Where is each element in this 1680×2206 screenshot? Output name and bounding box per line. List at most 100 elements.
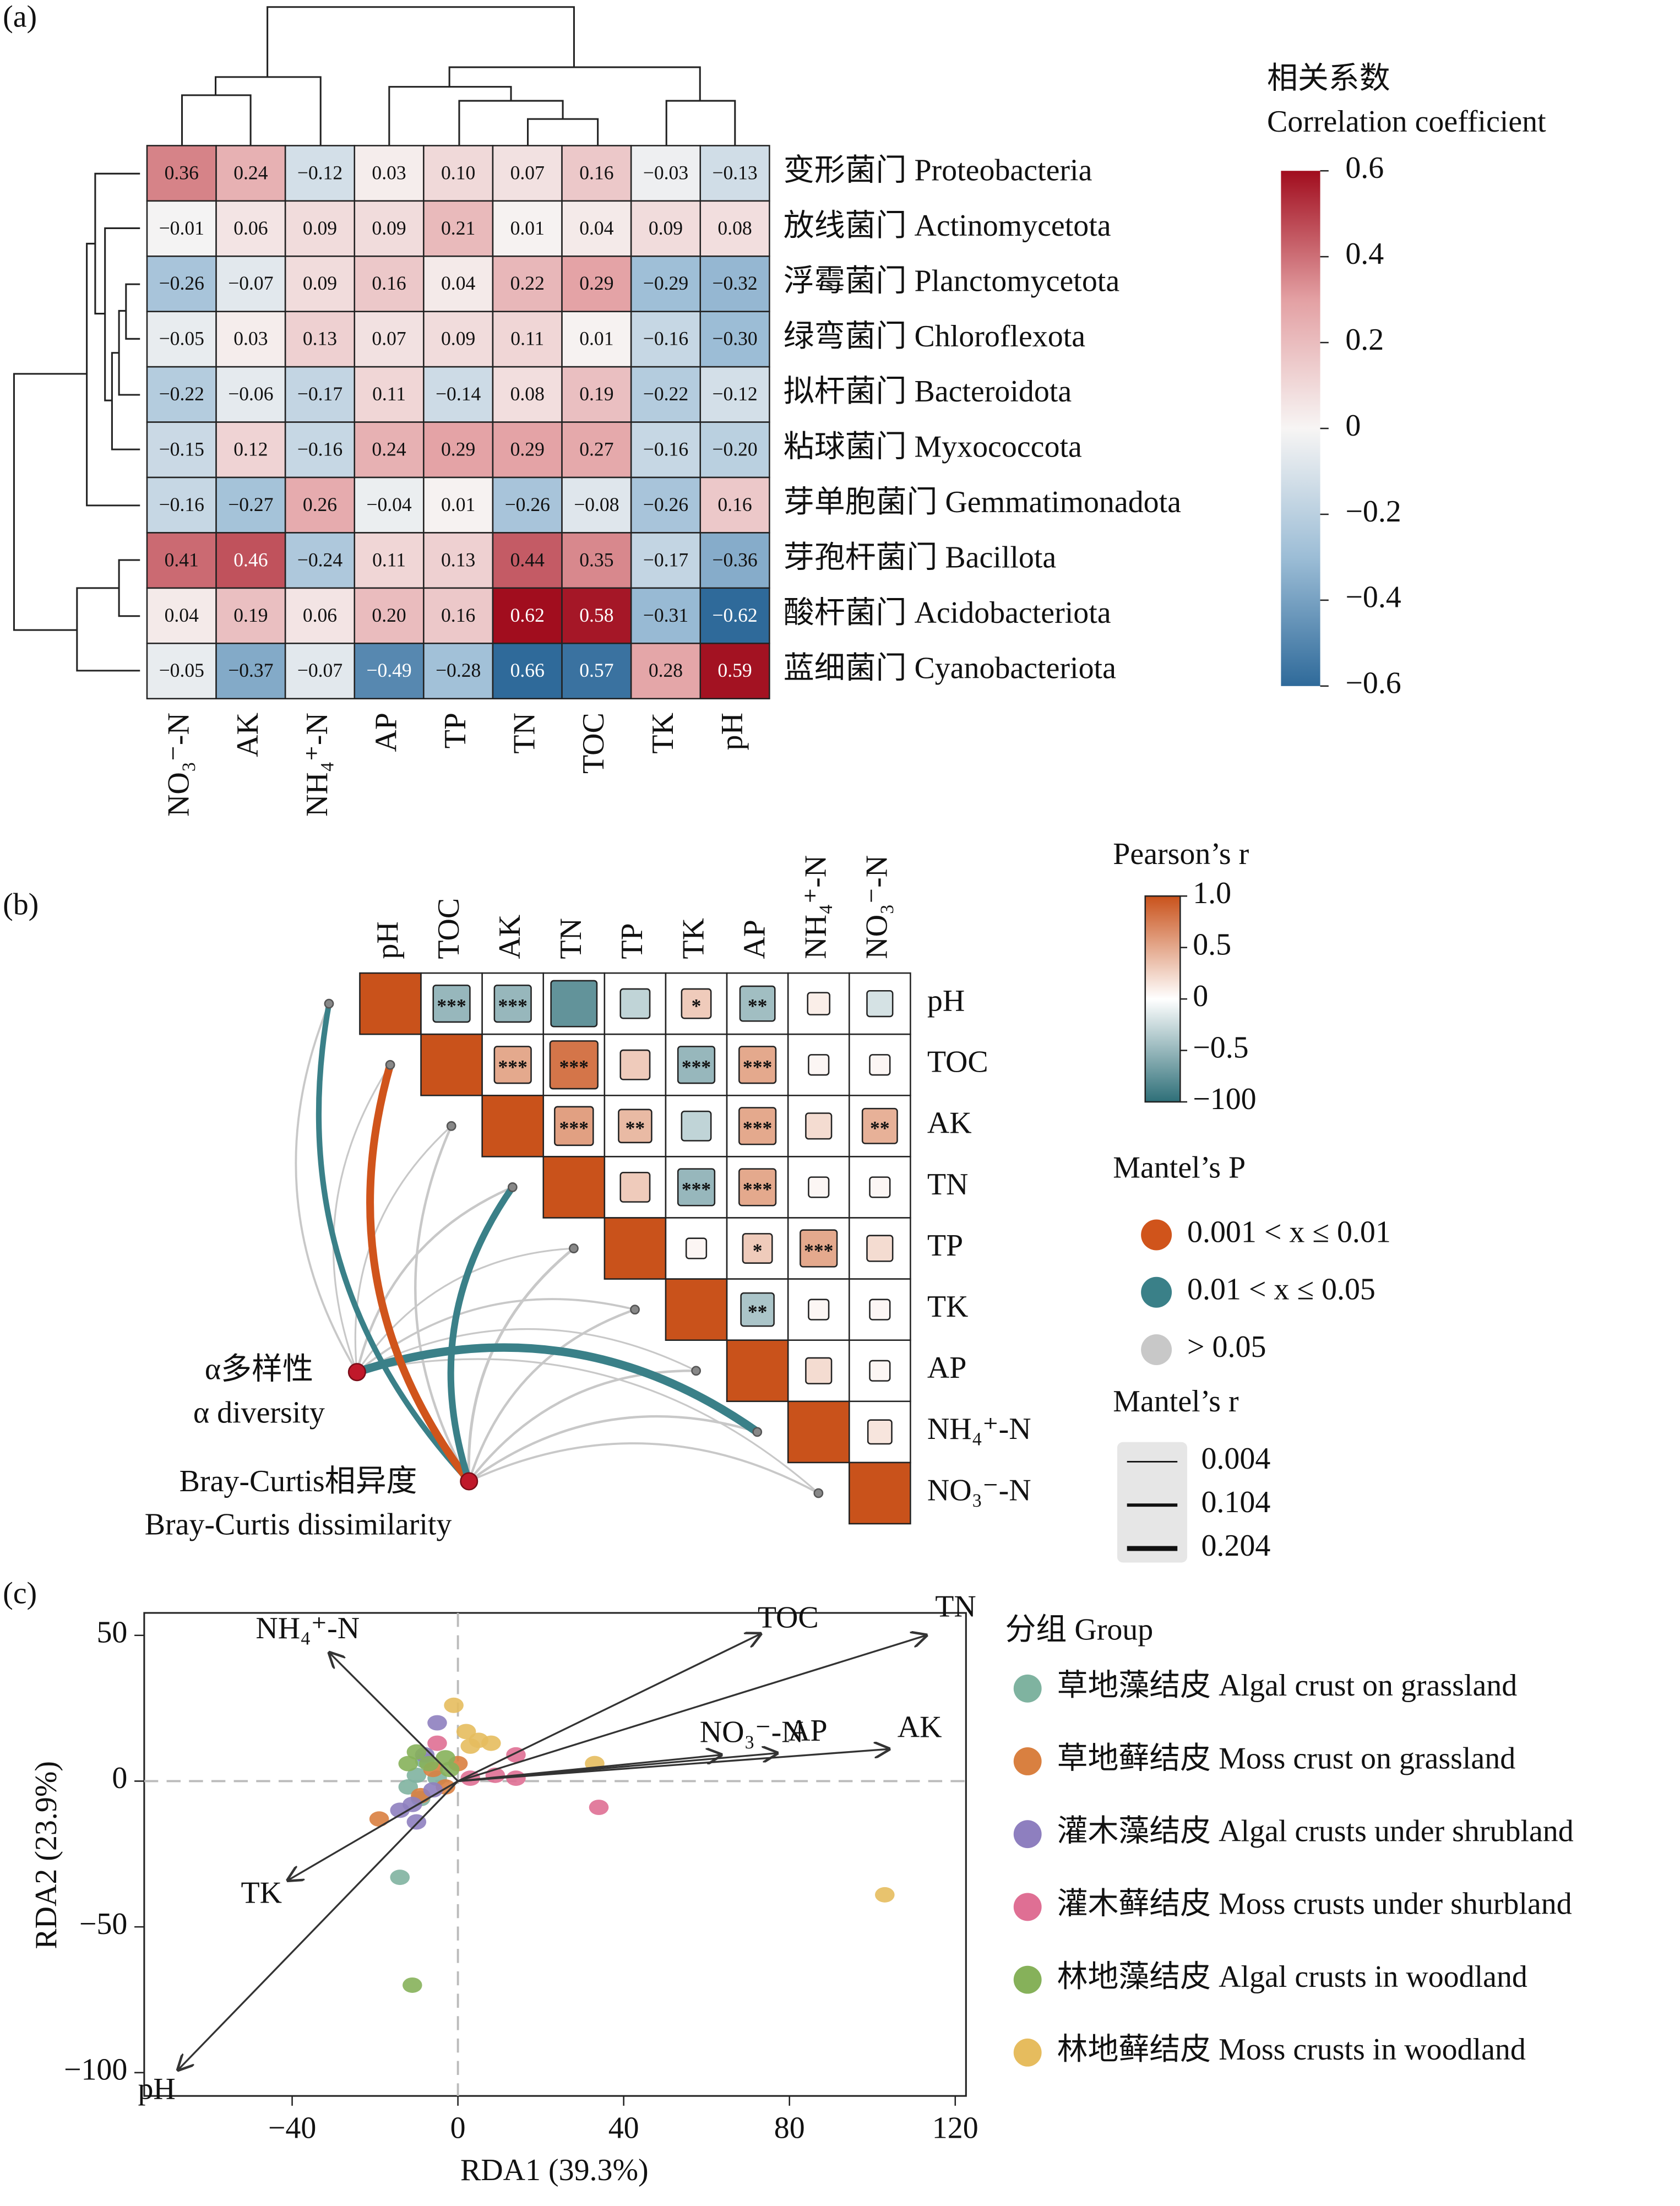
row-label: NH₄⁺-N <box>927 1412 1031 1446</box>
heatmap-cell <box>215 643 286 699</box>
heatmap-cell <box>630 366 702 423</box>
cell-label: −0.12 <box>297 161 342 183</box>
column-label: TK <box>676 918 710 959</box>
mantel-link <box>467 1308 637 1483</box>
correlation-square <box>681 1110 712 1142</box>
cell-label: 0.07 <box>510 161 545 183</box>
source-label: Bray-Curtis相异度 <box>180 1464 417 1498</box>
heatmap-cell <box>630 421 702 479</box>
heatmap-cell <box>215 256 286 312</box>
cell-label: 0.09 <box>372 217 406 239</box>
colorbar-tick-label: 1.0 <box>1193 876 1231 910</box>
heatmap-cell <box>561 200 632 257</box>
heatmap-cell <box>561 421 632 479</box>
cell-label: 0.28 <box>649 659 683 681</box>
correlation-square <box>549 1040 599 1090</box>
heatmap-cell <box>699 587 770 644</box>
cell-label: −0.15 <box>159 438 204 460</box>
column-label: AP <box>369 713 403 752</box>
row-label: 绿弯菌门 Chloroflexota <box>784 319 1085 354</box>
heatmap-cell <box>354 145 425 202</box>
row-label: 浮霉菌门 Planctomycetota <box>784 264 1120 298</box>
significance: *** <box>682 1178 711 1200</box>
correlation-square <box>869 1054 891 1076</box>
point <box>419 1756 439 1772</box>
heatmap-cell <box>284 476 356 534</box>
cell-label: −0.22 <box>643 383 688 405</box>
significance: * <box>753 1240 763 1262</box>
mantel-link <box>356 1247 575 1373</box>
point <box>427 1715 447 1731</box>
mantel-link <box>316 1001 472 1485</box>
heatmap-cell <box>630 311 702 368</box>
arrow-label: TOC <box>758 1600 819 1634</box>
column-label: NO₃⁻-N <box>860 855 894 959</box>
cell-label: −0.13 <box>712 161 757 183</box>
legend-label: > 0.05 <box>1187 1330 1266 1364</box>
correlation-square <box>861 1107 898 1144</box>
correlation-square <box>493 1046 532 1084</box>
legend-marker <box>1013 1674 1042 1703</box>
arrow-label: NH₄⁺-N <box>255 1611 360 1645</box>
row-label: 粘球菌门 Myxococcota <box>784 430 1082 464</box>
row-label: TOC <box>927 1045 988 1079</box>
legend-label: 林地藓结皮 Moss crusts in woodland <box>1057 2033 1526 2067</box>
diagonal-cell <box>481 1094 545 1158</box>
heatmap-cell <box>423 476 494 534</box>
colorbar <box>1281 171 1320 686</box>
row-dendrogram <box>13 172 140 672</box>
heatmap-cell <box>699 532 770 589</box>
heatmap-cell <box>146 587 217 644</box>
diagonal-cell <box>420 1033 483 1096</box>
cell-label: 0.03 <box>372 161 406 183</box>
legend-marker <box>1141 1219 1172 1251</box>
loading-arrow <box>458 1749 889 1783</box>
correlation-square <box>739 985 776 1022</box>
heatmap-cell <box>492 145 563 202</box>
diagonal-cell <box>726 1339 789 1403</box>
cell-label: 0.11 <box>372 548 406 570</box>
heatmap-cell <box>284 256 356 312</box>
column-label: NO₃⁻-N <box>162 713 196 817</box>
heatmap-cell <box>284 587 356 644</box>
heatmap-cell <box>630 476 702 534</box>
correlation-square <box>808 1298 830 1321</box>
significance: *** <box>559 1117 589 1139</box>
correlation-square <box>685 1237 708 1259</box>
legend-label: 灌木藓结皮 Moss crusts under shurbland <box>1057 1887 1572 1921</box>
correlation-square <box>738 1046 777 1084</box>
link-endpoint <box>507 1182 518 1192</box>
cell-label: 0.09 <box>303 217 337 239</box>
column-label: TN <box>508 713 542 754</box>
legend-label: 草地藻结皮 Algal crust on grassland <box>1057 1669 1518 1703</box>
legend-title: Pearson’s r <box>1113 837 1249 871</box>
loading-arrow <box>288 1780 459 1880</box>
mantel-link <box>467 1442 820 1495</box>
cell-label: 0.35 <box>579 548 613 570</box>
colorbar-tick-label: −0.4 <box>1345 580 1401 615</box>
legend-title: Mantel’s P <box>1113 1150 1246 1184</box>
column-label: TOC <box>577 713 611 774</box>
cell-label: 0.16 <box>441 604 475 626</box>
cell-label: −0.07 <box>297 659 342 681</box>
cell-label: 0.07 <box>372 328 406 350</box>
heatmap-cell <box>215 366 286 423</box>
row-label: 放线菌门 Actinomycetota <box>784 209 1111 243</box>
heatmap-cell <box>146 643 217 699</box>
link-endpoint <box>691 1366 702 1376</box>
legend-label: 林地藻结皮 Algal crusts in woodland <box>1057 1960 1527 1994</box>
cell-label: −0.31 <box>643 604 688 626</box>
loading-arrow <box>178 1780 459 2069</box>
column-label: NH₄⁺-N <box>799 855 833 959</box>
colorbar-tick-label: 0 <box>1345 409 1361 443</box>
legend-label: 0.01 < x ≤ 0.05 <box>1187 1273 1375 1307</box>
correlation-square <box>493 985 532 1023</box>
cell-label: −0.16 <box>297 438 342 460</box>
cell-label: −0.16 <box>159 493 204 515</box>
cell-label: −0.29 <box>643 272 688 294</box>
source-label: α多样性 <box>205 1352 313 1386</box>
heatmap-cell <box>146 421 217 479</box>
point <box>403 1977 422 1993</box>
cell-label: −0.05 <box>159 328 204 350</box>
colorbar-tick-label: 0.6 <box>1345 151 1384 185</box>
